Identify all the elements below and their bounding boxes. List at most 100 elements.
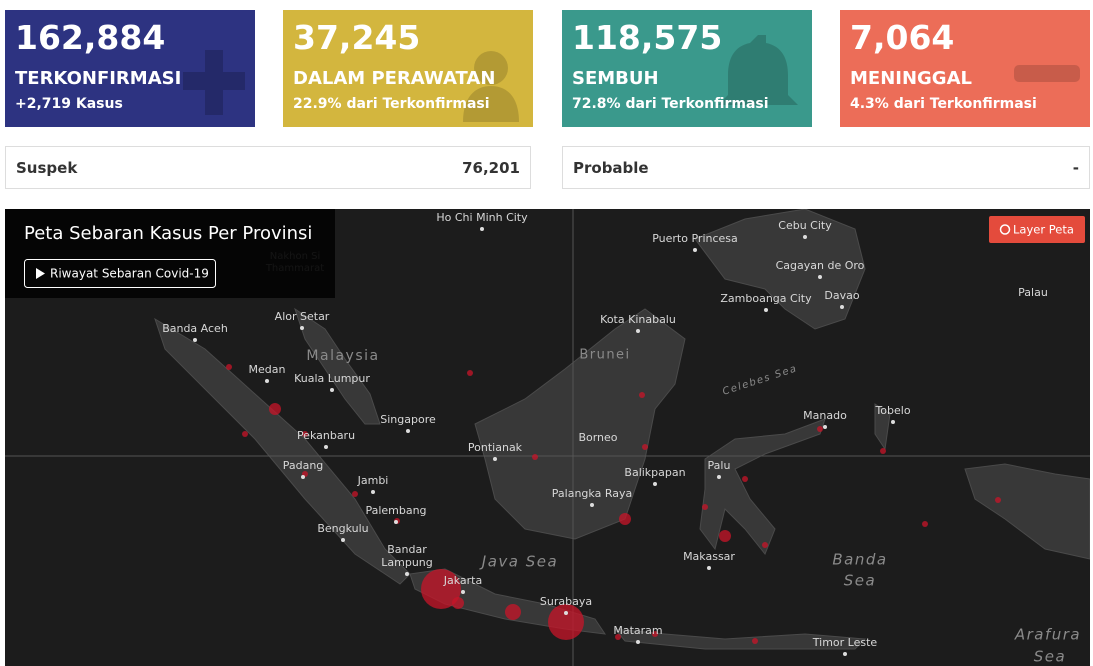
region-label: Brunei <box>579 348 630 363</box>
card-sub: 22.9% dari Terkonfirmasi <box>293 96 490 112</box>
place-dot <box>324 445 328 449</box>
row-value: 76,201 <box>462 159 520 177</box>
icon <box>183 50 245 115</box>
place-label: Banda Aceh <box>162 322 228 335</box>
place-dot <box>341 538 345 542</box>
place-label: Manado <box>803 409 847 422</box>
place-label: Balikpapan <box>624 466 685 479</box>
place-dot <box>493 457 497 461</box>
place-label: Mataram <box>613 624 662 637</box>
place-label: Jakarta <box>443 574 482 587</box>
place-label: Borneo <box>578 431 617 444</box>
region-label: Banda <box>832 551 887 569</box>
map-title: Peta Sebaran Kasus Per Provinsi <box>24 223 312 244</box>
place-label: Cebu City <box>778 219 832 232</box>
row-label: Suspek <box>16 159 78 177</box>
card-confirmed: 162,884 TERKONFIRMASI +2,719 Kasus <box>5 10 255 127</box>
place-dot <box>590 503 594 507</box>
place-dot <box>636 640 640 644</box>
place-label: Zamboanga City <box>720 292 812 305</box>
card-deaths: 7,064 MENINGGAL 4.3% dari Terkonfirmasi <box>840 10 1090 127</box>
place-label: Cagayan de Oro <box>776 259 865 272</box>
place-dot <box>265 379 269 383</box>
place-label: Padang <box>283 459 324 472</box>
place-label: Puerto Princesa <box>652 232 738 245</box>
place-label: Jambi <box>357 474 389 487</box>
region-label: Sea <box>844 572 876 590</box>
place-label: Makassar <box>683 550 735 563</box>
place-label: Medan <box>249 363 286 376</box>
place-label: Bengkulu <box>317 522 368 535</box>
card-value: 7,064 <box>850 18 955 57</box>
place-label: Kota Kinabalu <box>600 313 676 326</box>
card-label: TERKONFIRMASI <box>15 68 182 89</box>
case-bubbles <box>226 364 1001 644</box>
card-value: 37,245 <box>293 18 421 57</box>
place-dot <box>480 227 484 231</box>
card-label: DALAM PERAWATAN <box>293 68 496 89</box>
card-recovered: 118,575 SEMBUH 72.8% dari Terkonfirmasi <box>562 10 812 127</box>
layer-button[interactable] <box>989 216 1085 243</box>
row-value: - <box>1072 159 1079 177</box>
place-dot <box>717 475 721 479</box>
map: Ho Chi Minh City Puerto Princesa Cebu City… <box>5 209 1090 666</box>
place-label: Palangka Raya <box>552 487 632 500</box>
place-dot <box>300 326 304 330</box>
place-label: Timor Leste <box>812 636 878 649</box>
place-label: Alor Setar <box>275 310 330 323</box>
place-label: Surabaya <box>540 595 592 608</box>
place-dot <box>891 420 895 424</box>
card-value: 162,884 <box>15 18 166 57</box>
place-dot <box>818 275 822 279</box>
region-label: Malaysia <box>306 348 379 364</box>
card-value: 118,575 <box>572 18 723 57</box>
place-label: Palau <box>1018 286 1048 299</box>
row-label: Probable <box>573 159 649 177</box>
card-sub: +2,719 Kasus <box>15 96 123 112</box>
place-label: Kuala Lumpur <box>294 372 370 385</box>
place-dot <box>193 338 197 342</box>
icon <box>718 35 798 105</box>
place-label: Tobelo <box>874 404 910 417</box>
place-dot <box>803 235 807 239</box>
place-label: Bandar <box>387 543 427 556</box>
place-label: Pekanbaru <box>297 429 355 442</box>
probable-row: Probable - <box>562 146 1090 189</box>
place-dot <box>843 652 847 656</box>
suspek-row: Suspek 76,201 <box>5 146 531 189</box>
history-button-label[interactable]: Riwayat Sebaran Covid-19 <box>50 267 209 281</box>
place-label: Pontianak <box>468 441 523 454</box>
card-label: SEMBUH <box>572 68 659 89</box>
place-label: Singapore <box>380 413 436 426</box>
place-dot <box>564 611 568 615</box>
place-dot <box>764 308 768 312</box>
place-dot <box>394 520 398 524</box>
place-label: Palu <box>708 459 731 472</box>
card-sub: 72.8% dari Terkonfirmasi <box>572 96 769 112</box>
place-dot <box>371 490 375 494</box>
place-dot <box>301 475 305 479</box>
place-dot <box>823 425 827 429</box>
place-dot <box>653 482 657 486</box>
place-dot <box>693 248 697 252</box>
region-label: Sea <box>1034 648 1066 666</box>
place-dot <box>461 590 465 594</box>
place-dot <box>840 305 844 309</box>
place-dot <box>636 329 640 333</box>
place-dot <box>707 566 711 570</box>
place-label: Palembang <box>365 504 426 517</box>
place-label: Davao <box>824 289 859 302</box>
place-label: Ho Chi Minh City <box>436 211 528 224</box>
place-dot <box>330 388 334 392</box>
card-sub: 4.3% dari Terkonfirmasi <box>850 96 1037 112</box>
icon <box>1014 65 1080 82</box>
icon <box>463 51 519 122</box>
place-dot <box>406 429 410 433</box>
history-button[interactable] <box>24 259 216 288</box>
card-treated: 37,245 DALAM PERAWATAN 22.9% dari Terkon… <box>283 10 533 127</box>
region-label: Arafura <box>1014 626 1081 644</box>
card-label: MENINGGAL <box>850 68 972 89</box>
region-label: Java Sea <box>479 553 558 571</box>
layer-button-label[interactable]: Layer Peta <box>1013 223 1074 237</box>
